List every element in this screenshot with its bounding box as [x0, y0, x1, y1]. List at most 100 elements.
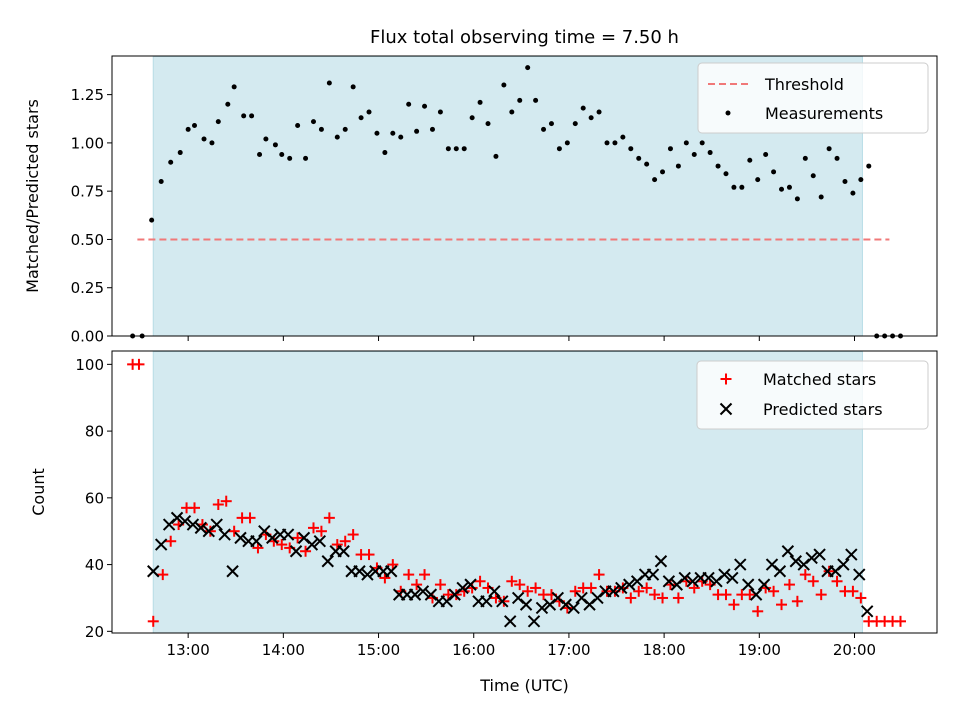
legend-threshold-label: Threshold	[764, 75, 844, 94]
measurement-point	[723, 171, 729, 177]
measurement-point	[794, 196, 800, 202]
predicted-star-point	[781, 545, 795, 558]
y-tick-label: 0.00	[71, 328, 104, 346]
bottom-legend: Matched stars Predicted stars	[696, 360, 929, 430]
matched-star-point	[847, 585, 859, 597]
predicted-star-point	[623, 578, 636, 591]
matched-star-point	[569, 585, 581, 597]
predicted-star-point	[250, 535, 263, 548]
matched-star-point	[419, 569, 431, 581]
measurement-point	[485, 121, 491, 127]
measurement-point	[310, 119, 316, 125]
measurement-point	[580, 105, 586, 111]
predicted-star-point	[337, 545, 350, 558]
matched-star-point	[720, 589, 732, 601]
legend-matched-label: Matched stars	[763, 370, 876, 389]
matched-star-point	[300, 545, 312, 557]
measurement-point	[192, 123, 197, 129]
chart-title: Flux total observing time = 7.50 h	[370, 27, 679, 48]
matched-star-point	[220, 495, 232, 507]
measurement-point	[699, 140, 705, 146]
measurement-point	[556, 146, 562, 152]
measurement-point	[168, 159, 174, 165]
measurement-point	[477, 99, 483, 105]
matched-star-point	[331, 539, 343, 551]
predicted-star-point	[678, 571, 691, 585]
matched-star-point	[799, 569, 811, 581]
x-tick-label: 16:00	[452, 641, 495, 659]
predicted-star-point	[527, 615, 541, 628]
matched-star-point	[641, 582, 653, 594]
matched-star-point	[157, 569, 169, 581]
legend-cross-marker	[719, 402, 733, 416]
measurement-point	[326, 80, 332, 86]
measurement-points	[130, 65, 904, 339]
measurement-point	[501, 82, 507, 88]
x-tick-label: 15:00	[357, 641, 400, 659]
predicted-star-point	[170, 511, 184, 525]
predicted-star-point	[226, 565, 239, 578]
matched-star-point	[815, 589, 827, 601]
matched-star-point	[133, 358, 145, 370]
measurement-point	[517, 97, 523, 103]
y-tick-label: 80	[85, 423, 104, 441]
measurement-point	[691, 151, 697, 157]
measurement-point	[866, 163, 872, 169]
measurement-point	[707, 150, 713, 156]
predicted-star-point	[789, 555, 803, 568]
predicted-star-point	[496, 595, 509, 608]
measurement-point	[771, 169, 777, 175]
measurement-point	[390, 130, 396, 136]
legend-plus-marker	[720, 373, 732, 385]
measurement-point	[850, 190, 856, 196]
measurement-point	[318, 126, 324, 132]
measurement-point	[398, 134, 404, 140]
matched-stars-points	[127, 358, 907, 627]
matched-star-point	[244, 512, 256, 524]
matched-star-point	[855, 592, 867, 604]
matched-star-point	[752, 605, 764, 617]
top-y-axis-label: Matched/Predicted stars	[23, 99, 42, 293]
measurement-point	[731, 184, 737, 190]
matched-star-point	[672, 592, 684, 604]
predicted-star-point	[702, 571, 715, 585]
bottom-x-axis: 13:00 14:00 15:00 16:00 17:00 18:00 19:00 20:00	[167, 633, 876, 659]
measurement-point	[683, 140, 689, 146]
matched-star-point	[728, 599, 740, 611]
measurement-point	[249, 113, 255, 119]
matched-star-point	[768, 585, 780, 597]
predicted-star-point	[519, 598, 533, 611]
measurement-point	[636, 155, 642, 161]
matched-star-point	[791, 595, 803, 607]
legend-predicted-label: Predicted stars	[763, 400, 883, 419]
measurement-point	[469, 115, 475, 121]
measurement-point	[422, 103, 428, 109]
matched-star-point	[292, 532, 304, 544]
measurement-point	[779, 186, 785, 192]
measurement-point	[209, 140, 215, 146]
measurement-point	[739, 184, 745, 190]
measurement-point	[414, 128, 420, 134]
x-tick-label: 18:00	[642, 641, 685, 659]
matched-star-point	[165, 535, 177, 547]
measurement-point	[747, 157, 753, 163]
predicted-star-point	[408, 588, 422, 601]
predicted-star-point	[210, 518, 223, 531]
matched-star-point	[744, 589, 756, 601]
matched-star-point	[411, 579, 423, 591]
matched-star-point	[450, 589, 462, 601]
predicted-star-point	[313, 535, 327, 548]
predicted-star-point	[416, 585, 430, 598]
measurement-point	[215, 119, 221, 125]
measurement-point	[612, 140, 618, 146]
measurement-point	[453, 146, 459, 152]
measurement-point	[263, 136, 269, 142]
legend-measurements-label: Measurements	[765, 104, 883, 123]
measurement-point	[715, 163, 721, 169]
predicted-star-point	[178, 514, 192, 528]
x-tick-label: 14:00	[262, 641, 305, 659]
count-panel: 20 40 60 80 100 13:00 14:00 15:00 16:00 17:00 18:…	[29, 350, 938, 695]
matched-star-point	[633, 585, 645, 597]
y-tick-label: 1.25	[71, 86, 104, 104]
measurement-point	[158, 179, 164, 185]
